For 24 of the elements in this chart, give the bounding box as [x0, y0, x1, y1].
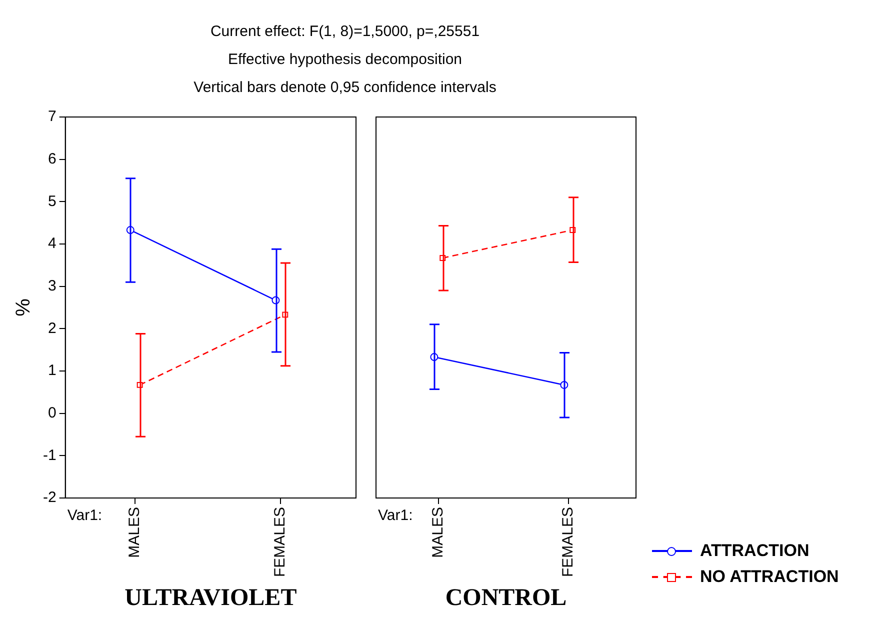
legend-label: NO ATTRACTION: [700, 567, 839, 587]
text: Effective hypothesis decomposition: [226, 50, 464, 70]
text: ULTRAVIOLET: [124, 585, 297, 612]
y-tick-label: 1: [48, 362, 56, 380]
y-axis-title: %: [12, 298, 35, 316]
text: Vertical bars denote 0,95 confidence intervals: [192, 78, 498, 98]
text: CONTROL: [445, 585, 567, 612]
y-tick-label: 3: [48, 277, 56, 294]
x-tick-label: FEMALES: [560, 506, 577, 578]
y-tick-label: 2: [48, 320, 56, 337]
y-tick-label: -1: [42, 446, 56, 464]
x-axis-title: Var1:: [67, 507, 102, 524]
x-tick-label: MALES: [430, 506, 447, 558]
x-tick-label: MALES: [126, 506, 144, 558]
x-tick-label: FEMALES: [272, 506, 289, 578]
y-tick-label: -2: [42, 489, 56, 506]
y-tick-label: 4: [48, 235, 56, 252]
y-tick-label: 0: [48, 404, 56, 422]
y-tick-label: 7: [48, 108, 56, 126]
x-axis-title: Var1:: [378, 507, 413, 524]
y-tick-label: 5: [48, 192, 56, 210]
y-tick-label: 6: [48, 150, 56, 168]
text: Current effect: F(1, 8)=1,5000, p=,25551: [209, 22, 481, 42]
legend-label: ATTRACTION: [700, 541, 810, 561]
